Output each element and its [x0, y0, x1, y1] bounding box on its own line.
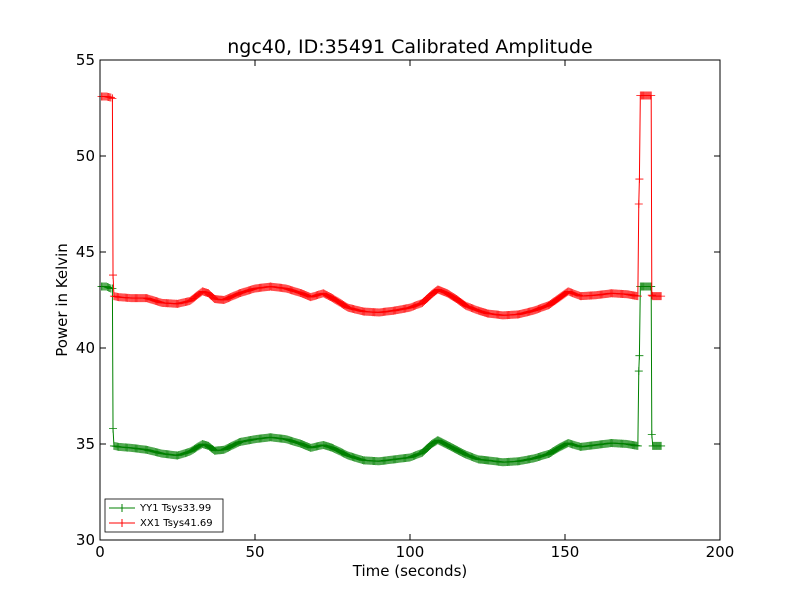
legend-label-xx1: XX1 Tsys41.69 — [140, 518, 213, 529]
y-tick-label: 45 — [76, 243, 95, 261]
y-axis-label: Power in Kelvin — [53, 243, 71, 357]
series-1 — [97, 91, 666, 320]
x-tick-label: 50 — [245, 543, 264, 561]
x-axis-label: Time (seconds) — [352, 562, 468, 580]
y-tick-label: 50 — [76, 147, 95, 165]
series-markers — [97, 91, 666, 320]
y-axis: 30 35 40 45 50 55 — [76, 51, 720, 549]
legend-marker-yy1 — [118, 504, 126, 512]
y-tick-label: 55 — [76, 51, 95, 69]
series-line — [101, 95, 662, 316]
y-tick-label: 30 — [76, 531, 95, 549]
series-layer — [97, 91, 666, 467]
x-tick-label: 0 — [95, 543, 105, 561]
x-tick-label: 100 — [396, 543, 425, 561]
legend: YY1 Tsys33.99 XX1 Tsys41.69 — [104, 498, 224, 533]
x-tick-label: 200 — [706, 543, 735, 561]
y-tick-label: 35 — [76, 435, 95, 453]
legend-marker-xx1 — [118, 519, 126, 527]
x-axis: 0 50 100 150 200 — [95, 60, 734, 561]
series-0 — [97, 282, 666, 467]
x-tick-label: 150 — [551, 543, 580, 561]
legend-box — [104, 498, 224, 533]
chart-title: ngc40, ID:35491 Calibrated Amplitude — [227, 36, 593, 58]
legend-label-yy1: YY1 Tsys33.99 — [139, 503, 211, 514]
y-tick-label: 40 — [76, 339, 95, 357]
series-markers — [97, 282, 666, 467]
